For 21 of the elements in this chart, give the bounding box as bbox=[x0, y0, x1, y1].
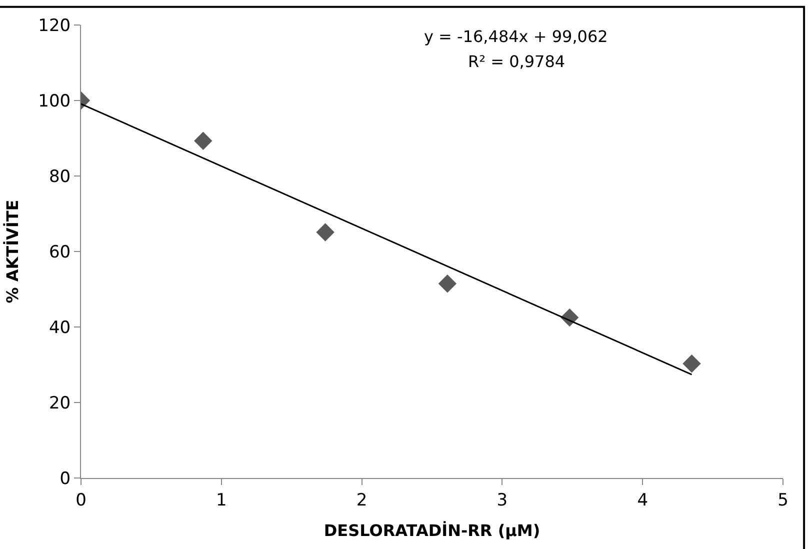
x-tick-label: 1 bbox=[216, 490, 227, 510]
x-tick-label: 5 bbox=[778, 490, 788, 510]
annotation: R² = 0,9784 bbox=[468, 52, 566, 71]
y-tick-label: 120 bbox=[38, 16, 71, 36]
point bbox=[438, 274, 457, 293]
point bbox=[316, 223, 334, 242]
y-tick-label: 20 bbox=[48, 393, 71, 414]
x-tick-label: 4 bbox=[637, 490, 648, 510]
x-tick-label: 3 bbox=[496, 490, 508, 510]
y-tick-label: 100 bbox=[38, 91, 71, 112]
annotation: y = -16,484x + 99,062 bbox=[424, 27, 608, 46]
point bbox=[194, 132, 212, 150]
x-tick-label: 2 bbox=[356, 490, 368, 510]
y-tick-label: 40 bbox=[48, 318, 71, 338]
y-tick-label: 60 bbox=[48, 242, 71, 262]
y-tick-label: 0 bbox=[60, 468, 71, 489]
x-tick-label: 0 bbox=[76, 490, 86, 510]
x-axis-title: DESLORATADİN-RR (µM) bbox=[324, 521, 540, 540]
point bbox=[682, 354, 701, 373]
y-tick-label: 80 bbox=[48, 166, 71, 187]
y-axis-title: % AKTİVİTE bbox=[3, 200, 22, 304]
